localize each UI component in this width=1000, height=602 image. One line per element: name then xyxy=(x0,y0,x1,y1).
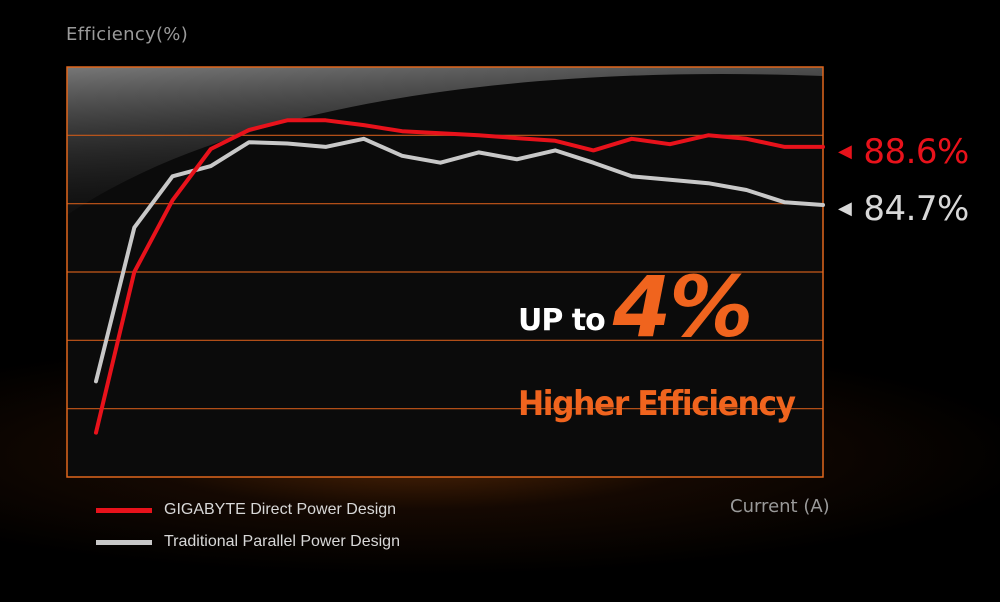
series-end-label-traditional: ◀ 84.7% xyxy=(838,189,969,229)
legend-swatch xyxy=(96,539,152,545)
promo-prefix: UP to xyxy=(518,303,606,338)
legend-item-gigabyte: GIGABYTE Direct Power Design xyxy=(96,494,400,526)
promo-headline: UP to4% xyxy=(518,258,754,356)
pointer-triangle-icon: ◀ xyxy=(838,198,852,219)
legend: GIGABYTE Direct Power Design Traditional… xyxy=(96,494,400,558)
y-axis-label: Efficiency(%) xyxy=(66,24,189,45)
legend-swatch xyxy=(96,507,152,513)
pointer-triangle-icon: ◀ xyxy=(838,141,852,162)
series-end-label-gigabyte: ◀ 88.6% xyxy=(838,132,969,172)
x-axis-label: Current (A) xyxy=(730,496,830,517)
series-line-gigabyte xyxy=(94,118,825,435)
legend-item-traditional: Traditional Parallel Power Design xyxy=(96,526,400,558)
promo-value: 4% xyxy=(612,258,754,356)
plot-frame xyxy=(66,66,824,478)
plot-gloss xyxy=(67,67,823,215)
legend-label: Traditional Parallel Power Design xyxy=(164,533,400,550)
legend-label: GIGABYTE Direct Power Design xyxy=(164,501,397,518)
series-line-traditional xyxy=(94,136,825,384)
promo-subtitle: Higher Efficiency xyxy=(518,384,796,424)
